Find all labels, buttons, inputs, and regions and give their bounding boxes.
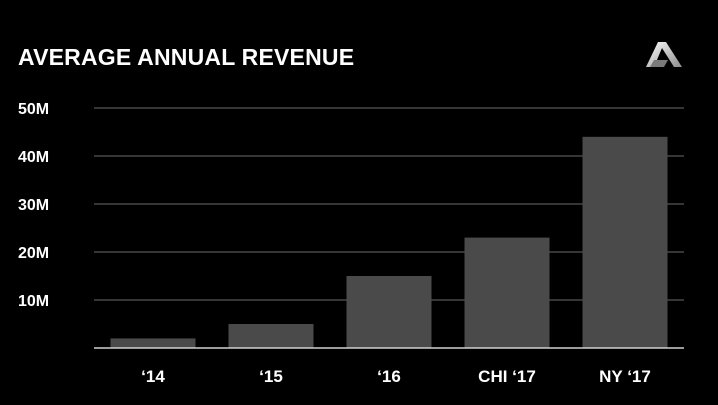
x-tick-label: CHI ‘17 [478,367,536,386]
y-tick-label: 20M [18,245,49,262]
y-tick-label: 10M [18,293,49,310]
y-tick-label: 50M [18,101,49,118]
triangle-a-logo-icon [646,42,682,67]
bar [228,324,314,348]
x-tick-label: NY ‘17 [599,367,651,386]
chart-title: AVERAGE ANNUAL REVENUE [18,44,355,70]
y-tick-label: 40M [18,149,49,166]
x-tick-label: ‘16 [377,367,401,386]
y-tick-label: 30M [18,197,49,214]
x-tick-label: ‘14 [141,367,165,386]
x-tick-label: ‘15 [259,367,283,386]
bar [110,338,196,348]
bar [346,276,432,348]
bar [582,136,668,348]
bar [464,237,550,348]
